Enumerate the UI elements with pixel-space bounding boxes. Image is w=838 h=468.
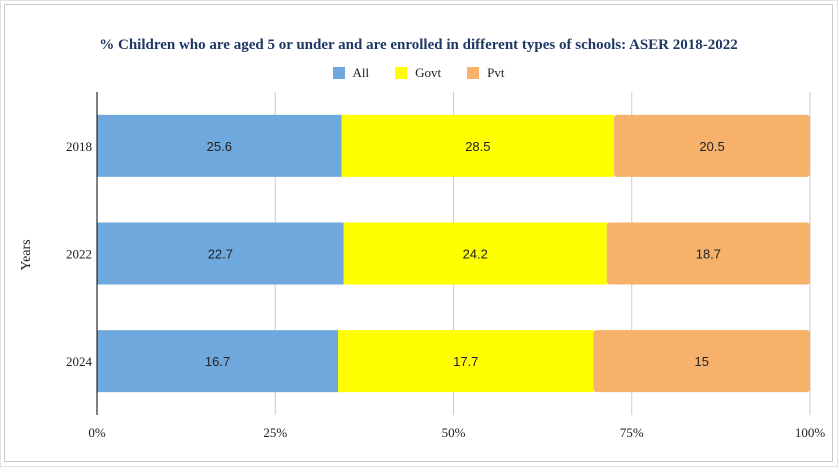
legend-label-pvt: Pvt	[487, 65, 505, 80]
bar-govt-2024	[338, 330, 594, 393]
chart-title: % Children who are aged 5 or under and a…	[99, 37, 738, 53]
data-label: 16.7	[205, 354, 230, 369]
bar-pvt-2022	[606, 222, 810, 285]
bar-govt-2022	[343, 222, 607, 285]
data-label: 18.7	[696, 247, 721, 262]
legend-swatch-pvt	[467, 67, 480, 79]
y-tick-label: 2018	[66, 139, 92, 154]
bar-all-2024	[97, 330, 339, 393]
bar-pvt-2018	[614, 114, 810, 177]
data-label: 17.7	[453, 354, 478, 369]
x-tick-label: 25%	[263, 425, 287, 440]
data-label: 22.7	[208, 247, 233, 262]
data-label: 20.5	[699, 139, 724, 154]
legend-swatch-all	[332, 67, 345, 79]
bar-all-2018	[97, 114, 342, 177]
x-tick-label: 100%	[795, 425, 826, 440]
legend-swatch-govt	[395, 67, 408, 79]
data-label: 28.5	[465, 139, 490, 154]
legend-item-pvt[interactable]: Pvt	[467, 65, 504, 81]
bar-pvt-2024	[593, 330, 810, 393]
data-label: 24.2	[463, 247, 488, 262]
legend-label-all: All	[352, 65, 370, 80]
bar-govt-2018	[341, 114, 615, 177]
x-tick-label: 0%	[88, 425, 106, 440]
legend-item-govt[interactable]: Govt	[395, 65, 441, 81]
legend: All Govt Pvt	[5, 65, 832, 81]
data-label: 25.6	[207, 139, 232, 154]
legend-item-all[interactable]: All	[332, 65, 370, 81]
y-tick-label: 2024	[66, 354, 93, 369]
y-tick-label: 2022	[66, 247, 92, 262]
legend-label-govt: Govt	[415, 65, 442, 80]
x-tick-label: 50%	[442, 425, 466, 440]
bar-all-2022	[97, 222, 344, 285]
x-tick-label: 75%	[620, 425, 644, 440]
data-label: 15	[695, 354, 709, 369]
